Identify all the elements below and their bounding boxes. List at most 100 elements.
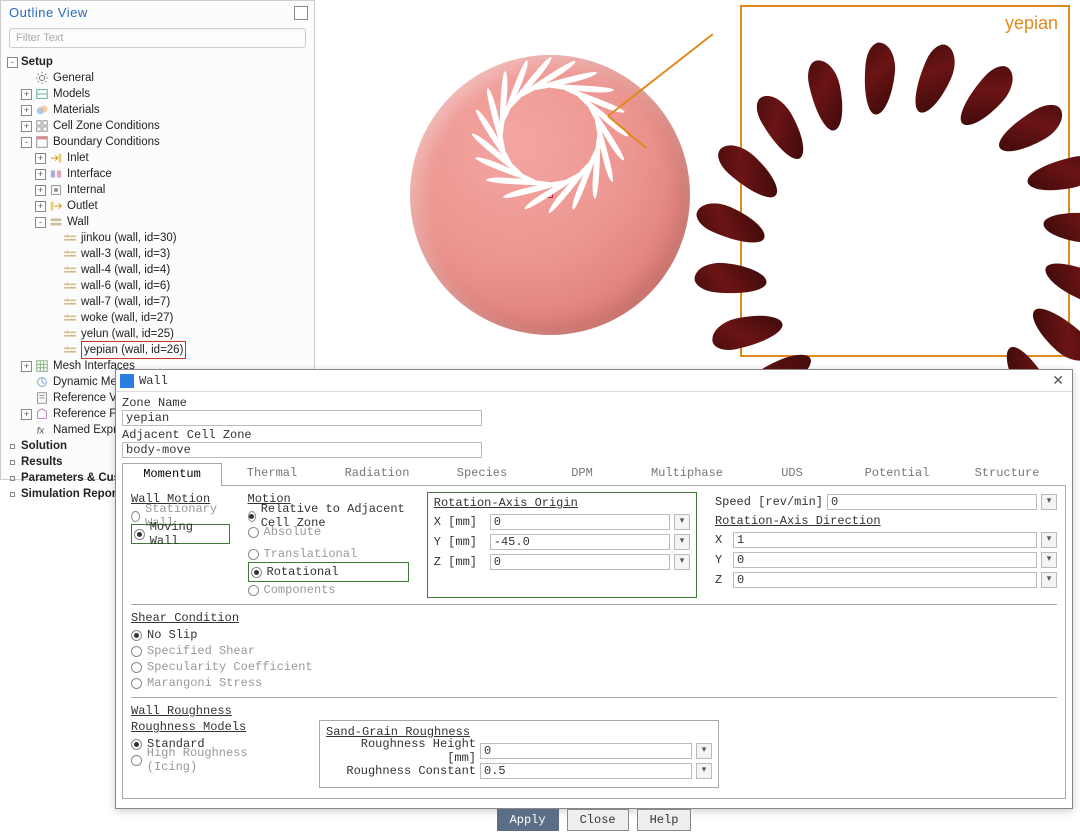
expand-icon[interactable]: - [21, 137, 32, 148]
wallitem-icon [63, 279, 77, 293]
specularity-radio[interactable]: Specularity Coefficient [131, 659, 1057, 675]
tab-uds[interactable]: UDS [742, 462, 842, 485]
gear-icon [35, 71, 49, 85]
bullet-icon [10, 460, 15, 465]
materials-icon [35, 103, 49, 117]
tab-multiphase[interactable]: Multiphase [632, 462, 742, 485]
tab-radiation[interactable]: Radiation [322, 462, 432, 485]
tree-node[interactable]: wall-6 (wall, id=6) [7, 278, 310, 294]
wallitem-icon [63, 263, 77, 277]
adjacent-zone-input[interactable]: body-move [122, 442, 482, 458]
expand-icon[interactable]: + [35, 201, 46, 212]
direction-title: Rotation-Axis Direction [715, 514, 1057, 528]
tree-node[interactable]: woke (wall, id=27) [7, 310, 310, 326]
apply-button[interactable]: Apply [497, 809, 559, 831]
tab-dpm[interactable]: DPM [532, 462, 632, 485]
marangoni-radio[interactable]: Marangoni Stress [131, 675, 1057, 691]
dropdown-icon[interactable]: ▾ [674, 514, 690, 530]
zone-name-input[interactable]: yepian [122, 410, 482, 426]
origin-z-input[interactable]: 0 [490, 554, 670, 570]
tree-node[interactable]: yepian (wall, id=26) [7, 342, 310, 358]
dir-y-input[interactable]: 0 [733, 552, 1037, 568]
tree-label: Simulation Repor [21, 486, 116, 502]
roughness-height-input[interactable]: 0 [480, 743, 692, 759]
tree-node[interactable]: -Boundary Conditions [7, 134, 310, 150]
tree-node[interactable]: General [7, 70, 310, 86]
expand-icon[interactable]: + [21, 361, 32, 372]
tree-label: wall-3 (wall, id=3) [81, 246, 170, 262]
expand-icon[interactable]: + [21, 105, 32, 116]
dyn-icon [35, 375, 49, 389]
callout-blade [1040, 254, 1080, 311]
rotational-radio[interactable]: Rotational [251, 564, 406, 580]
zone-name-label: Zone Name [122, 396, 1066, 410]
tree-node[interactable]: +Materials [7, 102, 310, 118]
tab-potential[interactable]: Potential [842, 462, 952, 485]
filter-input[interactable]: Filter Text [9, 28, 306, 48]
dropdown-icon[interactable]: ▾ [1041, 532, 1057, 548]
expand-icon[interactable]: + [35, 153, 46, 164]
origin-y-input[interactable]: -45.0 [490, 534, 670, 550]
absolute-radio[interactable]: Absolute [248, 524, 409, 540]
components-radio[interactable]: Components [248, 582, 409, 598]
expand-icon[interactable]: - [35, 217, 46, 228]
roughness-models-title: Roughness Models [131, 720, 301, 734]
speed-input[interactable]: 0 [827, 494, 1037, 510]
tree-label: woke (wall, id=27) [81, 310, 173, 326]
dialog-titlebar: Wall ✕ [116, 370, 1072, 392]
dropdown-icon[interactable]: ▾ [696, 743, 712, 759]
tree-label: Wall [67, 214, 89, 230]
relative-radio[interactable]: Relative to Adjacent Cell Zone [248, 508, 409, 524]
dir-z-input[interactable]: 0 [733, 572, 1037, 588]
expand-icon[interactable]: + [35, 185, 46, 196]
dropdown-icon[interactable]: ▾ [1041, 552, 1057, 568]
tree-label: Parameters & Cus [21, 470, 120, 486]
callout-blade [1024, 299, 1080, 369]
tree-node[interactable]: jinkou (wall, id=30) [7, 230, 310, 246]
dir-x-input[interactable]: 1 [733, 532, 1037, 548]
origin-x-input[interactable]: 0 [490, 514, 670, 530]
tree-node[interactable]: - Wall [7, 214, 310, 230]
tree-node[interactable]: +Outlet [7, 198, 310, 214]
tree-node[interactable]: +Models [7, 86, 310, 102]
tab-structure[interactable]: Structure [952, 462, 1062, 485]
tree-node[interactable]: +Internal [7, 182, 310, 198]
callout-blade [992, 99, 1069, 161]
tree-node[interactable]: yelun (wall, id=25) [7, 326, 310, 342]
mesh-icon [35, 359, 49, 373]
callout-blade [1024, 152, 1080, 196]
high-roughness-radio[interactable]: High Roughness (Icing) [131, 752, 301, 768]
roughness-constant-input[interactable]: 0.5 [480, 763, 692, 779]
dropdown-icon[interactable]: ▾ [674, 554, 690, 570]
dropdown-icon[interactable]: ▾ [1041, 494, 1057, 510]
dropdown-icon[interactable]: ▾ [696, 763, 712, 779]
specified-shear-radio[interactable]: Specified Shear [131, 643, 1057, 659]
tree-node[interactable]: wall-3 (wall, id=3) [7, 246, 310, 262]
expand-icon[interactable]: - [7, 57, 18, 68]
moving-wall-radio[interactable]: Moving Wall [134, 526, 227, 542]
tab-momentum[interactable]: Momentum [122, 463, 222, 486]
app-icon [120, 374, 134, 388]
close-button[interactable]: Close [567, 809, 629, 831]
tab-species[interactable]: Species [432, 462, 532, 485]
help-button[interactable]: Help [637, 809, 692, 831]
interface-icon [49, 167, 63, 181]
translational-radio[interactable]: Translational [248, 546, 409, 562]
no-slip-radio[interactable]: No Slip [131, 627, 1057, 643]
dropdown-icon[interactable]: ▾ [674, 534, 690, 550]
expand-icon[interactable]: + [21, 89, 32, 100]
tree-node[interactable]: wall-7 (wall, id=7) [7, 294, 310, 310]
tree-node[interactable]: +Inlet [7, 150, 310, 166]
tab-thermal[interactable]: Thermal [222, 462, 322, 485]
expand-icon[interactable]: + [35, 169, 46, 180]
expand-icon[interactable]: + [21, 409, 32, 420]
tree-label: Interface [67, 166, 112, 182]
close-icon[interactable]: ✕ [1048, 372, 1068, 389]
tree-node[interactable]: wall-4 (wall, id=4) [7, 262, 310, 278]
tree-node[interactable]: -Setup [7, 54, 310, 70]
dropdown-icon[interactable]: ▾ [1041, 572, 1057, 588]
maximize-icon[interactable] [294, 6, 308, 20]
tree-node[interactable]: +Cell Zone Conditions [7, 118, 310, 134]
tree-node[interactable]: + Interface [7, 166, 310, 182]
expand-icon[interactable]: + [21, 121, 32, 132]
